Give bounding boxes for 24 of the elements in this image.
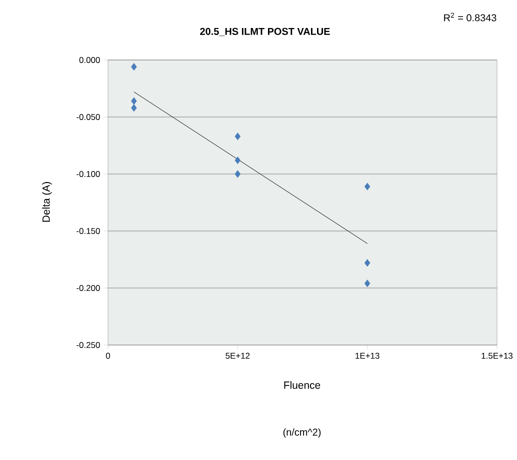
- y-tick-label: -0.100: [76, 171, 100, 177]
- point: [131, 63, 137, 71]
- y-tick-label: -0.200: [76, 285, 100, 291]
- point: [364, 182, 370, 190]
- x-tick-label: 0: [106, 352, 110, 359]
- text: (n/cm^2): [283, 428, 321, 438]
- point: [234, 170, 241, 178]
- point: [131, 97, 137, 105]
- chart-title: 20.5_HS ILMT POST VALUE: [200, 28, 330, 36]
- x-tick-label: 1.5E+13: [482, 352, 513, 359]
- x-tick-label: 1E+13: [356, 352, 380, 359]
- x-axis-title: Fluence: [284, 381, 320, 389]
- y-tick-label: -0.250: [76, 342, 100, 348]
- point: [364, 280, 370, 288]
- point: [234, 132, 241, 140]
- point: [131, 104, 137, 112]
- y-tick-label: -0.150: [76, 228, 100, 234]
- y-tick-label: -0.050: [76, 114, 100, 120]
- point: [364, 259, 370, 267]
- x-tick-label: 5E+12: [226, 352, 250, 359]
- y-axis-title: Delta (A): [42, 182, 52, 222]
- y-tick-label: 0.000: [79, 57, 100, 63]
- point: [234, 156, 241, 164]
- text: R$^{2}$ = 0.8343: [444, 12, 496, 22]
